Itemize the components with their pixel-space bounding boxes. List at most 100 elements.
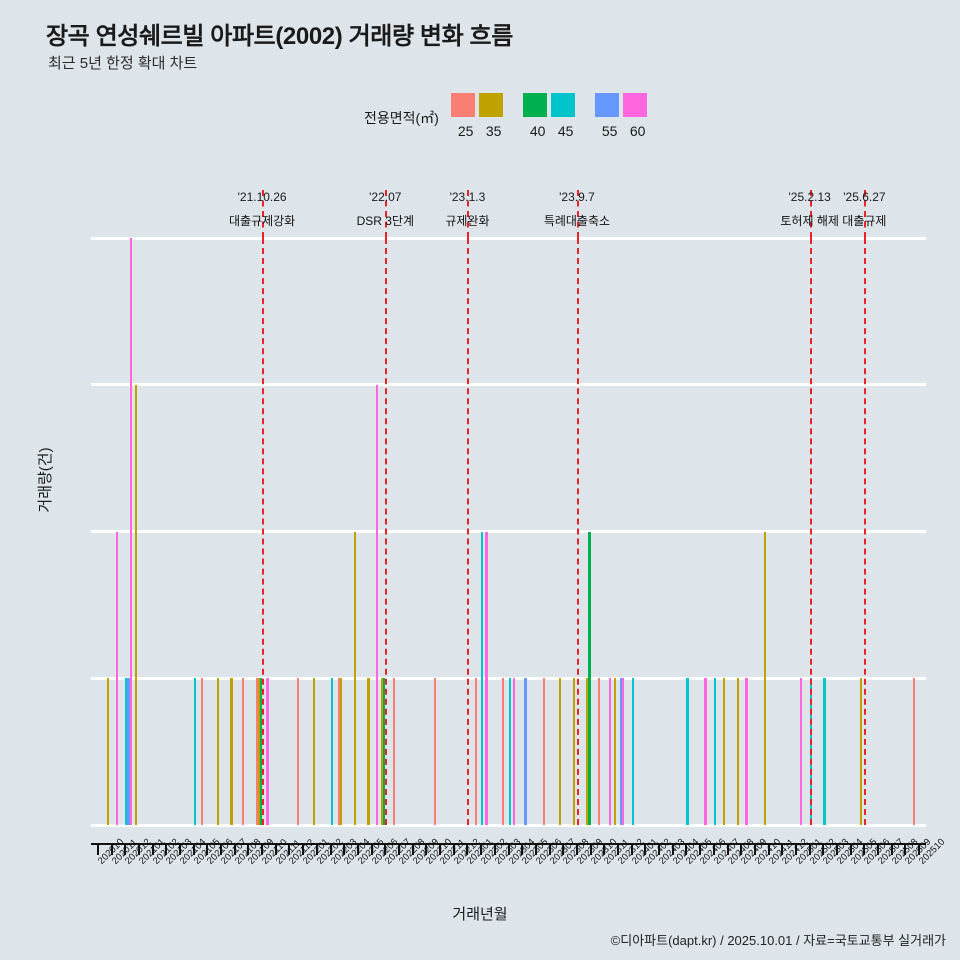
bar-202204-35[interactable] (339, 678, 343, 825)
bar-202201-25[interactable] (296, 678, 299, 825)
bar-202204-25[interactable] (337, 678, 340, 825)
event-label-202506: 대출규제 (842, 214, 887, 228)
bar-202510-25[interactable] (912, 678, 915, 825)
bar-202110-25[interactable] (255, 678, 258, 825)
footer-credit: ©디아파트(dapt.kr) / 2025.10.01 / 자료=국토교통부 실… (610, 933, 946, 948)
page-subtitle: 최근 5년 한정 확대 차트 (48, 55, 198, 72)
event-line-202309 (576, 238, 579, 825)
bar-202405-45[interactable] (686, 678, 689, 825)
bar-202304-60[interactable] (512, 678, 515, 825)
bar-202012-45[interactable] (125, 678, 128, 825)
x-tick-202207 (384, 844, 387, 855)
event-line-ext-202110 (262, 190, 265, 238)
bar-202203-45[interactable] (330, 678, 333, 825)
bar-202101-35[interactable] (134, 384, 137, 825)
legend-items: 25 35 40 45 55 60 (450, 92, 667, 144)
bar-202106-25[interactable] (200, 678, 204, 825)
bar-202310-40[interactable] (588, 531, 591, 825)
x-tick-202506 (863, 844, 866, 855)
bar-202202-35[interactable] (312, 678, 315, 825)
legend-label-25: 25 (457, 123, 474, 139)
event-line-ext-202506 (864, 190, 867, 238)
bar-202304-25[interactable] (502, 678, 505, 825)
legend-swatch-60[interactable] (622, 93, 647, 117)
x-axis-title: 거래년월 (452, 906, 508, 923)
x-tick-202402 (644, 844, 647, 855)
event-date-202207: '22.07 (369, 190, 402, 204)
bar-202302-60[interactable] (485, 531, 488, 825)
event-label-202110: 대출규제강화 (228, 214, 296, 228)
x-tick-202505 (849, 844, 852, 855)
x-tick-202104 (178, 844, 181, 855)
bar-202206-60[interactable] (375, 384, 379, 825)
bar-202503-45[interactable] (823, 678, 826, 825)
legend-swatch-25[interactable] (450, 93, 475, 117)
bar-202207-40[interactable] (383, 678, 386, 825)
event-label-202207: DSR 3단계 (356, 214, 415, 228)
bar-202304-45[interactable] (508, 678, 511, 825)
bar-202408-35[interactable] (723, 678, 726, 825)
bar-202302-25[interactable] (474, 678, 477, 825)
bar-202207-35[interactable] (381, 678, 384, 825)
x-tick-202108 (233, 844, 236, 855)
bar-202205-35[interactable] (353, 531, 356, 825)
bar-202108-35[interactable] (230, 678, 233, 825)
x-tick-202403 (658, 844, 661, 855)
bar-202307-25[interactable] (543, 678, 546, 825)
bar-202107-35[interactable] (216, 678, 219, 825)
x-tick-202206 (370, 844, 373, 855)
legend-swatch-40[interactable] (522, 93, 547, 117)
bar-202012-55[interactable] (127, 678, 130, 825)
bar-202206-35[interactable] (367, 678, 370, 825)
gridline-0 (91, 823, 926, 827)
event-line-ext-202207 (385, 190, 388, 238)
bar-202312-60[interactable] (622, 678, 625, 825)
bar-202110-60[interactable] (266, 678, 269, 825)
bar-202310-35[interactable] (586, 678, 589, 825)
x-tick-202204 (343, 844, 346, 855)
x-tick-202102 (151, 844, 154, 855)
bar-202110-35[interactable] (257, 678, 260, 825)
bar-202109-25[interactable] (241, 678, 245, 825)
bar-202309-35[interactable] (572, 678, 575, 825)
bar-202110-40[interactable] (259, 678, 263, 825)
legend-swatch-55[interactable] (594, 93, 619, 117)
bar-202407-45[interactable] (713, 678, 717, 825)
bar-202501-60[interactable] (800, 678, 803, 825)
bar-202401-45[interactable] (631, 678, 634, 825)
bar-202305-55[interactable] (524, 678, 527, 825)
event-line-ext-202309 (576, 190, 579, 238)
bar-202208-25[interactable] (392, 678, 395, 825)
x-tick-202107 (220, 844, 223, 855)
bar-202011-35[interactable] (107, 678, 110, 825)
bar-202409-60[interactable] (745, 678, 748, 825)
bar-202506-35[interactable] (860, 678, 863, 825)
bar-202105-45[interactable] (193, 678, 196, 825)
event-line-ext-202502 (809, 190, 812, 238)
bar-202011-60[interactable] (115, 531, 118, 825)
bar-202411-35[interactable] (764, 531, 767, 825)
bar-202406-60[interactable] (704, 678, 707, 825)
legend-swatch-45[interactable] (550, 93, 575, 117)
x-tick-202412 (781, 844, 784, 855)
x-tick-202010 (96, 844, 99, 855)
x-tick-202501 (794, 844, 797, 855)
bar-202311-25[interactable] (597, 678, 601, 825)
x-tick-202310 (589, 844, 592, 855)
event-line-202301 (467, 238, 470, 825)
bar-202311-60[interactable] (608, 678, 611, 825)
x-tick-202209 (411, 844, 414, 855)
x-tick-202308 (562, 844, 565, 855)
bar-202302-45[interactable] (481, 531, 484, 825)
bar-202211-25[interactable] (433, 678, 436, 825)
bar-202308-35[interactable] (558, 678, 562, 825)
bar-202312-35[interactable] (613, 678, 616, 825)
gridline-2 (91, 530, 926, 533)
bar-202409-35[interactable] (736, 678, 740, 825)
bar-202012-60[interactable] (129, 238, 132, 825)
x-tick-202109 (247, 844, 250, 855)
legend-swatch-35[interactable] (478, 93, 503, 117)
x-tick-202302 (480, 844, 483, 855)
x-tick-202510 (918, 844, 921, 855)
bar-202312-55[interactable] (620, 678, 623, 825)
